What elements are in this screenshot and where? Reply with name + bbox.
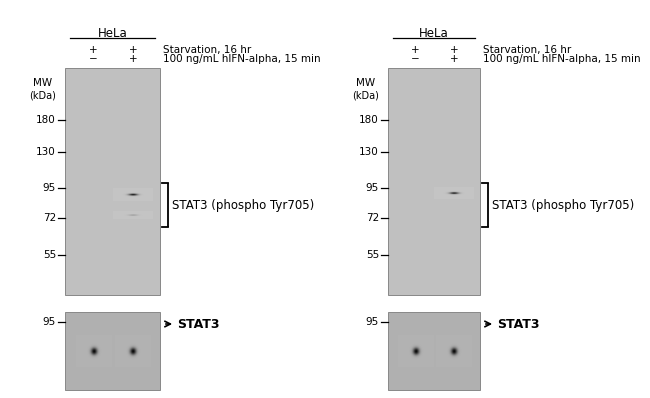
Text: 180: 180 — [36, 115, 56, 125]
Text: 55: 55 — [43, 250, 56, 260]
Text: STAT3: STAT3 — [497, 318, 540, 330]
Text: HeLa: HeLa — [419, 27, 449, 40]
Text: +: + — [411, 45, 420, 55]
Text: MW: MW — [356, 78, 376, 88]
Text: 100 ng/mL hIFN-alpha, 15 min: 100 ng/mL hIFN-alpha, 15 min — [483, 54, 641, 64]
Text: 180: 180 — [359, 115, 379, 125]
Text: +: + — [89, 45, 98, 55]
Text: −: − — [411, 54, 420, 64]
Bar — [388, 312, 480, 390]
Text: 72: 72 — [43, 213, 56, 223]
Text: 100 ng/mL hIFN-alpha, 15 min: 100 ng/mL hIFN-alpha, 15 min — [163, 54, 320, 64]
Text: HeLa: HeLa — [98, 27, 127, 40]
Text: Starvation, 16 hr: Starvation, 16 hr — [483, 45, 571, 55]
Text: +: + — [450, 45, 458, 55]
Text: STAT3 (phospho Tyr705): STAT3 (phospho Tyr705) — [492, 199, 634, 211]
Text: 95: 95 — [43, 317, 56, 327]
Text: 130: 130 — [36, 147, 56, 157]
Text: 55: 55 — [366, 250, 379, 260]
Text: 95: 95 — [366, 317, 379, 327]
Text: +: + — [450, 54, 458, 64]
Text: 72: 72 — [366, 213, 379, 223]
Bar — [388, 68, 480, 295]
Text: +: + — [129, 45, 138, 55]
Text: 130: 130 — [359, 147, 379, 157]
Text: +: + — [129, 54, 138, 64]
Text: (kDa): (kDa) — [352, 90, 380, 100]
Bar — [65, 312, 160, 390]
Text: Starvation, 16 hr: Starvation, 16 hr — [163, 45, 252, 55]
Text: 95: 95 — [43, 183, 56, 193]
Text: 95: 95 — [366, 183, 379, 193]
Bar — [65, 68, 160, 295]
Text: STAT3 (phospho Tyr705): STAT3 (phospho Tyr705) — [172, 199, 314, 211]
Text: STAT3: STAT3 — [177, 318, 220, 330]
Text: −: − — [89, 54, 98, 64]
Text: (kDa): (kDa) — [29, 90, 57, 100]
Text: MW: MW — [33, 78, 53, 88]
